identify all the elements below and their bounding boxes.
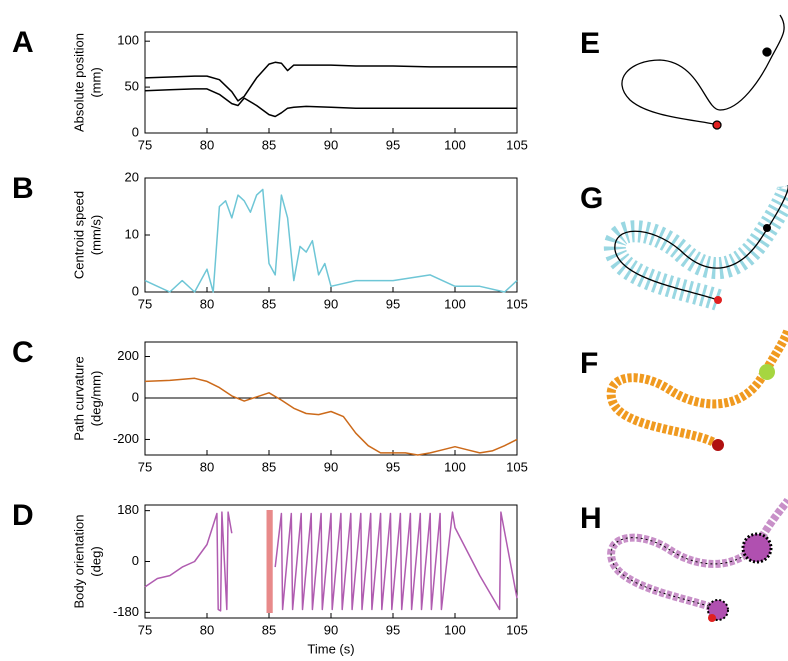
data-line (144, 88, 517, 118)
x-tick-label: 85 (262, 296, 276, 311)
y-tick-label: 0 (132, 389, 139, 404)
panel-letter: A (12, 26, 34, 59)
x-tick-label: 75 (138, 137, 152, 152)
x-tick-label: 105 (506, 137, 528, 152)
y-tick-label: -200 (113, 431, 139, 446)
panel-letter: B (12, 172, 34, 205)
y-tick-label: -180 (113, 604, 139, 619)
panel-letter: H (580, 502, 602, 535)
y-tick-label: 0 (132, 283, 139, 298)
x-tick-label: 85 (262, 459, 276, 474)
x-tick-label: 90 (324, 622, 338, 637)
y-tick-label: 0 (132, 124, 139, 139)
x-tick-label: 90 (324, 137, 338, 152)
y-tick-label: 180 (117, 502, 139, 517)
x-tick-label: 105 (506, 459, 528, 474)
y-axis-label: Body orientation (71, 515, 86, 609)
y-tick-label: 50 (125, 79, 139, 94)
x-tick-label: 95 (386, 622, 400, 637)
plot-frame (144, 31, 518, 134)
panel-letter: G (580, 182, 603, 215)
panel-letter: E (580, 27, 600, 60)
y-axis-label: (mm/s) (88, 215, 103, 255)
x-axis-label: Time (s) (307, 641, 354, 656)
y-axis-label: (deg) (88, 546, 103, 576)
y-axis-label: (mm) (88, 67, 103, 97)
panel-letter: F (580, 347, 598, 380)
x-tick-label: 95 (386, 459, 400, 474)
x-tick-label: 75 (138, 296, 152, 311)
y-axis-label: Path curvature (71, 356, 86, 441)
trajectory-h (607, 497, 788, 622)
x-tick-label: 105 (506, 296, 528, 311)
panel-letter: C (12, 336, 34, 369)
panel-letter: D (12, 499, 34, 532)
y-tick-label: 200 (117, 348, 139, 363)
data-line (144, 188, 518, 293)
y-tick-label: 20 (125, 169, 139, 184)
y-axis-label: Absolute position (71, 33, 86, 132)
highlight-band (266, 510, 273, 613)
x-tick-label: 95 (386, 137, 400, 152)
x-tick-label: 90 (324, 296, 338, 311)
x-tick-label: 75 (138, 459, 152, 474)
x-tick-label: 100 (444, 459, 466, 474)
trajectory-f (606, 328, 788, 451)
x-tick-label: 80 (200, 622, 214, 637)
data-line (144, 377, 518, 456)
x-tick-label: 75 (138, 622, 152, 637)
trajectory-e (621, 14, 785, 130)
x-tick-label: 85 (262, 622, 276, 637)
y-axis-label: Centroid speed (71, 191, 86, 279)
x-tick-label: 95 (386, 296, 400, 311)
data-line (144, 61, 517, 102)
y-tick-label: 0 (132, 553, 139, 568)
x-tick-label: 100 (444, 296, 466, 311)
x-tick-label: 85 (262, 137, 276, 152)
x-tick-label: 100 (444, 137, 466, 152)
x-tick-label: 80 (200, 459, 214, 474)
x-tick-label: 100 (444, 622, 466, 637)
y-tick-label: 10 (125, 226, 139, 241)
plot-frame (144, 177, 518, 293)
y-axis-label: (deg/mm) (88, 371, 103, 427)
y-tick-label: 100 (117, 33, 139, 48)
plot-frame (144, 341, 518, 456)
x-tick-label: 105 (506, 622, 528, 637)
data-line (144, 511, 518, 612)
x-tick-label: 80 (200, 137, 214, 152)
x-tick-label: 80 (200, 296, 214, 311)
trajectory-g (603, 185, 788, 311)
x-tick-label: 90 (324, 459, 338, 474)
